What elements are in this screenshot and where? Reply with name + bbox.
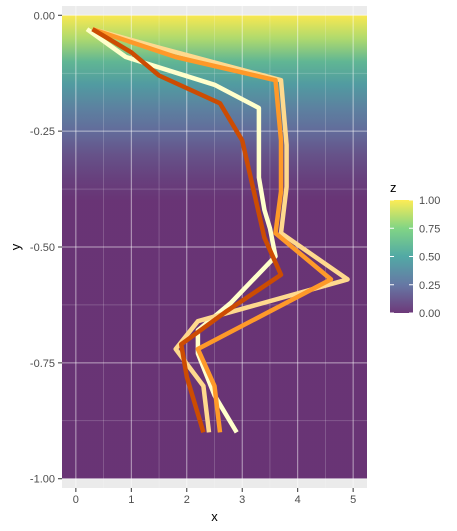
colorbar-label: 0.25 bbox=[419, 280, 440, 292]
x-tick-label: 0 bbox=[73, 494, 79, 506]
x-axis-title: x bbox=[211, 509, 218, 524]
x-tick-label: 2 bbox=[184, 494, 190, 506]
legend-title: z bbox=[390, 180, 397, 195]
colorbar-legend: z 1.00 0.75 0.50 0.25 0.00 bbox=[390, 180, 440, 320]
y-tick-label: -0.75 bbox=[30, 358, 55, 370]
x-tick-label: 3 bbox=[239, 494, 245, 506]
series-line-3 bbox=[91, 27, 334, 433]
x-tick-label: 5 bbox=[350, 494, 356, 506]
y-tick-label: -1.00 bbox=[30, 474, 55, 486]
colorbar-label: 0.75 bbox=[419, 223, 440, 235]
colorbar-label: 1.00 bbox=[419, 195, 440, 207]
x-tick-label: 1 bbox=[128, 494, 134, 506]
colorbar-ticks: 1.00 0.75 0.50 0.25 0.00 bbox=[390, 195, 440, 320]
series-layer bbox=[85, 27, 350, 434]
y-tick-label: 0.00 bbox=[34, 10, 55, 22]
colorbar-label: 0.00 bbox=[419, 308, 440, 320]
plot-panel bbox=[62, 6, 367, 488]
colorbar bbox=[390, 200, 413, 313]
x-axis: 0 1 2 3 4 5 bbox=[73, 488, 356, 506]
x-tick-label: 4 bbox=[295, 494, 301, 506]
y-tick-label: -0.50 bbox=[30, 242, 55, 254]
colorbar-label: 0.50 bbox=[419, 252, 440, 264]
y-axis-title: y bbox=[8, 243, 23, 250]
y-tick-label: -0.25 bbox=[30, 126, 55, 138]
y-axis: 0.00 -0.25 -0.50 -0.75 -1.00 bbox=[30, 10, 62, 486]
grid-lines bbox=[62, 6, 367, 488]
series-line-4 bbox=[91, 27, 284, 434]
